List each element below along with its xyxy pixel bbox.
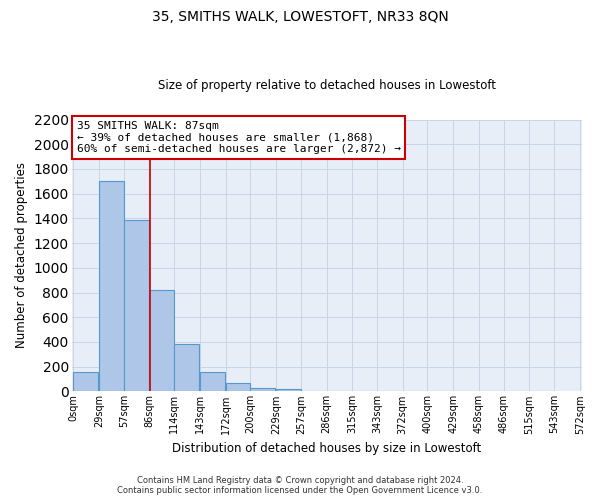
Bar <box>99 182 124 392</box>
Bar <box>174 344 199 392</box>
Bar <box>250 388 275 392</box>
Text: 35 SMITHS WALK: 87sqm
← 39% of detached houses are smaller (1,868)
60% of semi-d: 35 SMITHS WALK: 87sqm ← 39% of detached … <box>77 121 401 154</box>
Bar <box>124 220 149 392</box>
Title: Size of property relative to detached houses in Lowestoft: Size of property relative to detached ho… <box>158 79 496 92</box>
Bar <box>73 372 98 392</box>
X-axis label: Distribution of detached houses by size in Lowestoft: Distribution of detached houses by size … <box>172 442 482 455</box>
Bar <box>276 389 301 392</box>
Bar <box>200 372 225 392</box>
Y-axis label: Number of detached properties: Number of detached properties <box>15 162 28 348</box>
Bar <box>149 290 174 392</box>
Bar <box>226 384 250 392</box>
Text: Contains HM Land Registry data © Crown copyright and database right 2024.
Contai: Contains HM Land Registry data © Crown c… <box>118 476 482 495</box>
Text: 35, SMITHS WALK, LOWESTOFT, NR33 8QN: 35, SMITHS WALK, LOWESTOFT, NR33 8QN <box>152 10 448 24</box>
